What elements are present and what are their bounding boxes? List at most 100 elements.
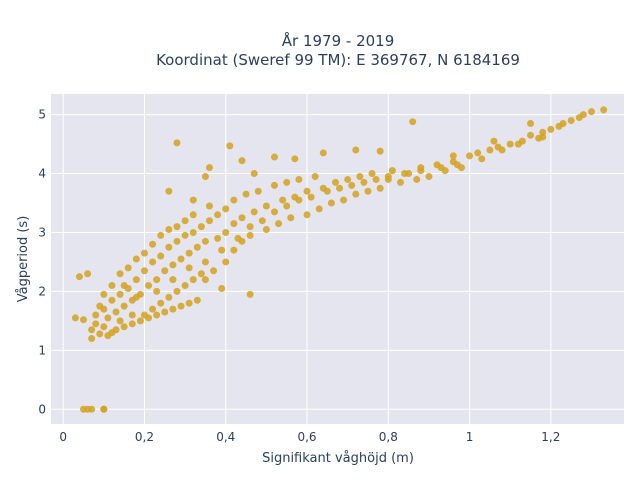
data-point (527, 131, 535, 139)
data-point (88, 326, 96, 334)
data-point (575, 114, 583, 122)
data-point (246, 231, 254, 239)
data-point (344, 175, 352, 183)
data-point (453, 161, 461, 169)
x-axis-title: Signifikant våghöjd (m) (262, 451, 414, 466)
data-point (230, 196, 238, 204)
data-point (116, 270, 124, 278)
data-point (283, 202, 291, 210)
chart-title-line1: År 1979 - 2019 (282, 31, 395, 50)
data-point (201, 276, 209, 284)
y-tick-label: 1 (38, 343, 46, 357)
data-point (567, 117, 575, 125)
data-point (250, 170, 258, 178)
data-point (539, 133, 547, 141)
data-point (384, 173, 392, 180)
data-point (311, 173, 319, 180)
x-tick-label: 0,4 (216, 430, 235, 444)
data-point (388, 167, 396, 175)
data-point (396, 178, 404, 186)
data-point (478, 155, 486, 163)
data-point (173, 139, 181, 147)
data-points (71, 106, 608, 413)
data-point (291, 155, 299, 163)
data-point (250, 208, 258, 216)
data-point (275, 220, 283, 228)
data-point (376, 147, 384, 155)
data-point (271, 181, 279, 189)
data-point (555, 122, 563, 130)
data-point (100, 405, 108, 413)
data-point (336, 184, 344, 192)
data-point (234, 234, 242, 242)
data-point (161, 308, 169, 316)
data-point (116, 317, 124, 325)
data-point (75, 273, 83, 281)
data-point (108, 296, 116, 304)
data-point (120, 302, 128, 310)
data-point (104, 314, 112, 322)
data-point (177, 255, 185, 263)
data-point (157, 231, 165, 239)
data-point (193, 243, 201, 251)
data-point (449, 152, 457, 160)
data-point (189, 276, 197, 284)
data-point (527, 119, 535, 127)
data-point (165, 293, 173, 301)
data-point (340, 196, 348, 204)
data-point (246, 223, 254, 231)
data-point (169, 305, 177, 313)
y-tick-label: 3 (38, 225, 46, 239)
data-point (303, 211, 311, 219)
chart-title-line2: Koordinat (Sweref 99 TM): E 369767, N 61… (156, 51, 520, 69)
data-point (352, 190, 360, 198)
data-point (238, 214, 246, 222)
data-point (140, 249, 148, 257)
data-point (128, 320, 136, 328)
data-point (185, 249, 193, 257)
data-point (157, 252, 165, 260)
data-point (88, 405, 96, 413)
data-point (149, 240, 157, 248)
x-axis-ticks: 0 0,2 0,4 0,6 0,8 1 1,2 (59, 430, 560, 444)
data-point (96, 330, 104, 338)
data-point (490, 137, 498, 145)
data-point (360, 178, 368, 186)
data-point (108, 329, 116, 337)
data-point (132, 276, 140, 284)
data-point (218, 284, 226, 292)
data-point (181, 231, 189, 239)
data-point (205, 164, 213, 172)
data-point (287, 214, 295, 222)
data-point (315, 205, 323, 213)
data-point (331, 178, 339, 186)
data-point (201, 173, 209, 180)
data-point (197, 223, 205, 231)
data-point (323, 187, 331, 195)
plot-area (51, 94, 624, 424)
data-point (506, 140, 514, 148)
data-point (153, 287, 161, 295)
data-point (120, 282, 128, 290)
data-point (271, 208, 279, 216)
data-point (307, 193, 315, 201)
data-point (437, 164, 445, 172)
data-point (161, 267, 169, 275)
data-point (348, 181, 356, 189)
data-point (181, 217, 189, 225)
data-point (409, 118, 417, 126)
data-point (547, 125, 555, 133)
data-point (226, 142, 234, 150)
x-tick-label: 0 (59, 430, 67, 444)
data-point (140, 311, 148, 319)
data-point (425, 173, 433, 180)
data-point (124, 264, 132, 272)
data-point (514, 140, 522, 148)
data-point (262, 202, 270, 210)
data-point (92, 320, 100, 328)
data-point (319, 149, 327, 157)
data-point (185, 264, 193, 272)
data-point (222, 205, 230, 213)
